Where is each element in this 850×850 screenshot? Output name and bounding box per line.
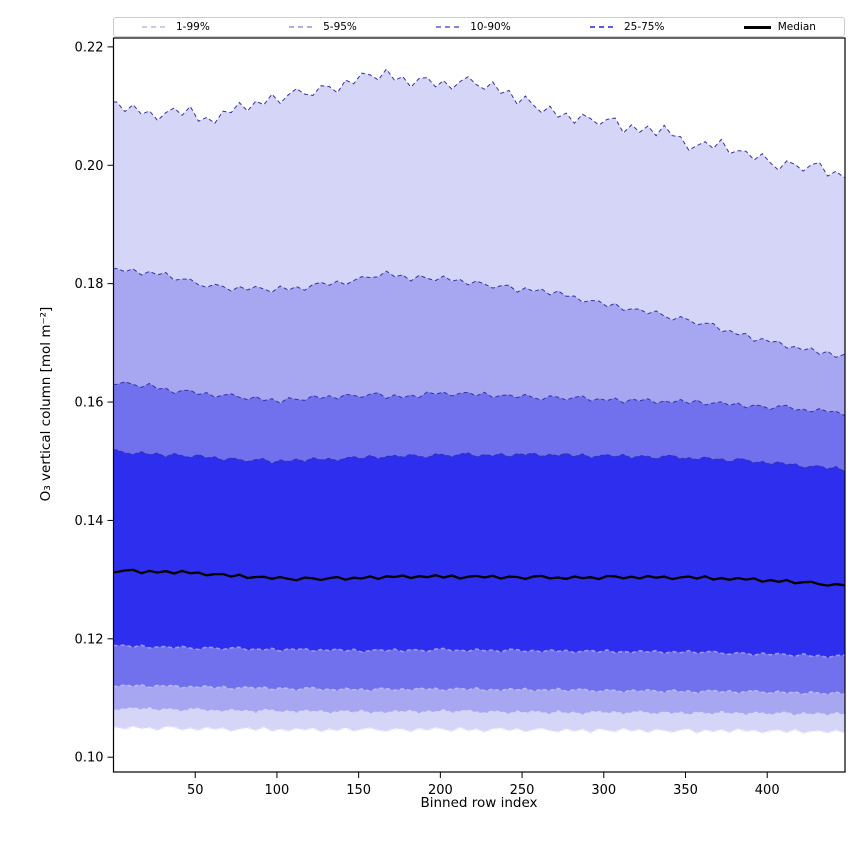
legend-item-1-99-: 1-99% xyxy=(142,22,210,33)
legend-item-25-75-: 25-75% xyxy=(589,20,665,33)
band-25-75% xyxy=(113,449,845,658)
x-tick-label: 100 xyxy=(265,783,290,798)
x-tick-label: 150 xyxy=(346,783,371,798)
legend-item-label: 5-95% xyxy=(323,20,357,33)
plot-border xyxy=(112,37,846,773)
y-axis-label: O₃ vertical column [mol m⁻²] xyxy=(38,306,54,502)
chart-legend: 1-99% 5-95% 10-90% 25-75% Median xyxy=(113,17,845,37)
solid-line-sample-icon xyxy=(743,25,771,29)
dashed-line-sample-icon xyxy=(289,26,317,28)
x-tick-label: 350 xyxy=(673,783,698,798)
legend-item-label: 25-75% xyxy=(623,20,665,33)
y-tick-label: 0.12 xyxy=(75,632,104,647)
legend-item-5-95-: 5-95% xyxy=(289,22,357,33)
legend-item-label: 10-90% xyxy=(470,20,511,33)
dashed-line-sample-icon xyxy=(436,26,464,28)
p99-line xyxy=(113,68,845,178)
dashed-line-sample-icon xyxy=(589,26,617,28)
x-tick-label: 200 xyxy=(428,783,453,798)
p75-line xyxy=(113,449,845,472)
median-line xyxy=(113,568,845,587)
x-tick-label: 50 xyxy=(187,783,204,798)
p90-line xyxy=(113,381,845,416)
y-tick-label: 0.10 xyxy=(75,751,104,766)
p1-line xyxy=(113,725,845,735)
y-tick-label: 0.18 xyxy=(75,277,104,292)
x-tick-label: 400 xyxy=(755,783,780,798)
y-tick-label: 0.14 xyxy=(75,514,104,529)
y-tick-label: 0.20 xyxy=(75,159,104,174)
y-tick-label: 0.22 xyxy=(75,40,104,55)
p5-line xyxy=(113,707,845,717)
p10-line xyxy=(113,683,845,696)
y-tick-label: 0.16 xyxy=(75,396,104,411)
legend-item-median: Median xyxy=(743,20,816,33)
legend-item-label: Median xyxy=(777,20,816,33)
dashed-line-sample-icon xyxy=(142,26,169,28)
x-tick-label: 300 xyxy=(591,783,616,798)
x-axis-label: Binned row index xyxy=(420,795,538,811)
legend-item-label: 1-99% xyxy=(176,20,210,33)
x-tick-label: 250 xyxy=(510,783,535,798)
p95-line xyxy=(113,268,845,358)
legend-item-10-90-: 10-90% xyxy=(436,22,511,33)
p25-line xyxy=(113,644,845,659)
